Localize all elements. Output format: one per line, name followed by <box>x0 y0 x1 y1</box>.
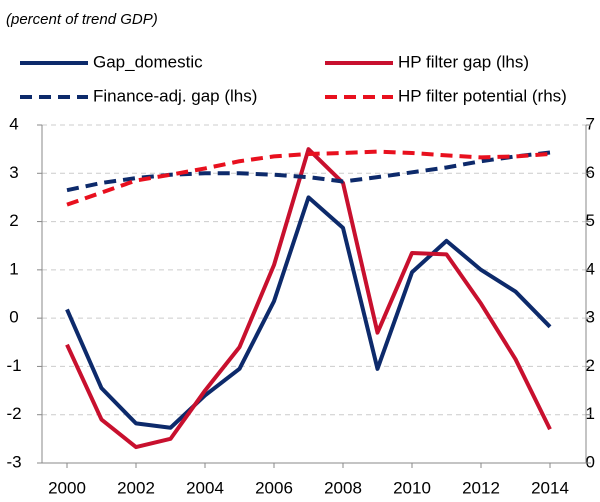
y-tick-label: 1 <box>9 259 18 278</box>
series-line <box>65 147 552 450</box>
series-line <box>66 150 551 193</box>
y-tick-label: 0 <box>9 308 18 327</box>
chart-subtitle: (percent of trend GDP) <box>6 11 158 28</box>
series-line <box>65 195 552 430</box>
x-tick-label: 2002 <box>117 478 155 497</box>
x-tick-label: 2004 <box>186 478 224 497</box>
y-tick-label: 4 <box>9 114 18 133</box>
legend-label: HP filter potential (rhs) <box>398 86 567 105</box>
x-tick-label: 2006 <box>255 478 293 497</box>
legend-label: Finance-adj. gap (lhs) <box>93 86 257 105</box>
x-tick-label: 2010 <box>393 478 431 497</box>
y-tick-label: -2 <box>6 404 21 423</box>
legend-label: HP filter gap (lhs) <box>398 52 529 71</box>
y2-tick-label: 0 <box>586 452 595 471</box>
x-tick-label: 2014 <box>531 478 569 497</box>
y2-tick-label: 1 <box>586 404 595 423</box>
x-tick-label: 2012 <box>462 478 500 497</box>
series-line <box>66 149 551 207</box>
y2-tick-label: 3 <box>586 308 595 327</box>
x-tick-label: 2000 <box>48 478 86 497</box>
legend-label: Gap_domestic <box>93 52 203 71</box>
y2-tick-label: 4 <box>586 259 595 278</box>
y-tick-label: -3 <box>6 452 21 471</box>
y2-tick-label: 5 <box>586 211 595 230</box>
y2-tick-label: 7 <box>586 114 595 133</box>
x-tick-label: 2008 <box>324 478 362 497</box>
y-tick-label: 3 <box>9 163 18 182</box>
y-tick-label: -1 <box>6 356 21 375</box>
y2-tick-label: 2 <box>586 356 595 375</box>
y2-tick-label: 6 <box>586 163 595 182</box>
y-tick-label: 2 <box>9 211 18 230</box>
